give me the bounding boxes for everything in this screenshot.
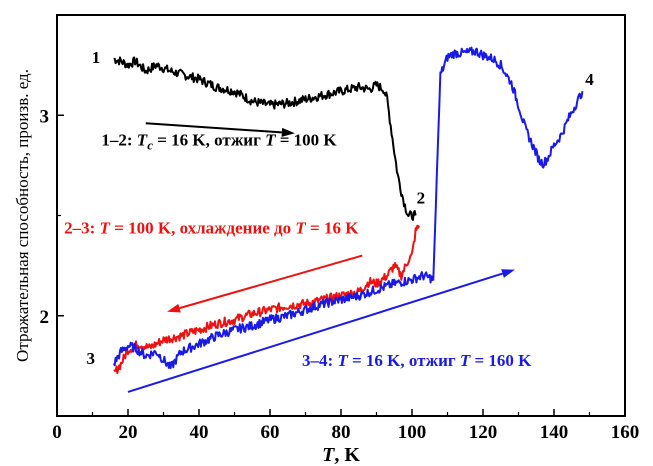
point-label-3: 3 xyxy=(86,349,95,368)
x-tick-label: 40 xyxy=(190,422,209,443)
y-tick-label: 2 xyxy=(40,307,50,328)
x-axis-label: T, K xyxy=(322,444,360,466)
x-tick-label: 140 xyxy=(540,422,569,443)
x-tick-label: 80 xyxy=(332,422,351,443)
point-label-4: 4 xyxy=(585,70,594,89)
series-layer xyxy=(112,46,584,375)
trend-arrow-3 xyxy=(127,272,503,393)
annotation-a34: 3–4: T = 16 K, отжиг T = 160 K xyxy=(302,351,532,370)
y-axis-label: Отражательная способность, произв. ед. xyxy=(13,69,32,362)
arrow-layer xyxy=(127,122,515,393)
annotation-a23: 2–3: T = 100 K, охлаждение до T = 16 K xyxy=(64,219,359,238)
point-label-2: 2 xyxy=(417,188,426,207)
trend-arrow-2 xyxy=(179,254,363,310)
arrow-head-1 xyxy=(281,127,295,137)
tick-layer: 0 20 40 60 80 100 120 140 160 2 3 xyxy=(40,14,640,443)
arrow-head-2 xyxy=(167,303,181,313)
x-tick-label: 60 xyxy=(261,422,280,443)
annotation-a12: 1–2: Tc = 16 K, отжиг T = 100 K xyxy=(101,130,337,152)
y-tick-label: 3 xyxy=(40,106,50,127)
x-tick-label: 100 xyxy=(398,422,427,443)
trend-arrow-1 xyxy=(145,122,282,134)
label-layer: 1–2: Tc = 16 K, отжиг T = 100 K 2–3: T = … xyxy=(64,48,594,370)
point-label-1: 1 xyxy=(92,48,101,67)
series-line-1 xyxy=(113,56,417,221)
series-line-2 xyxy=(113,224,421,375)
arrow-head-3 xyxy=(501,269,515,278)
x-tick-label: 20 xyxy=(119,422,138,443)
x-tick-label: 120 xyxy=(469,422,498,443)
series-line-3 xyxy=(112,46,584,370)
x-tick-label: 0 xyxy=(52,422,62,443)
x-tick-label: 160 xyxy=(611,422,640,443)
